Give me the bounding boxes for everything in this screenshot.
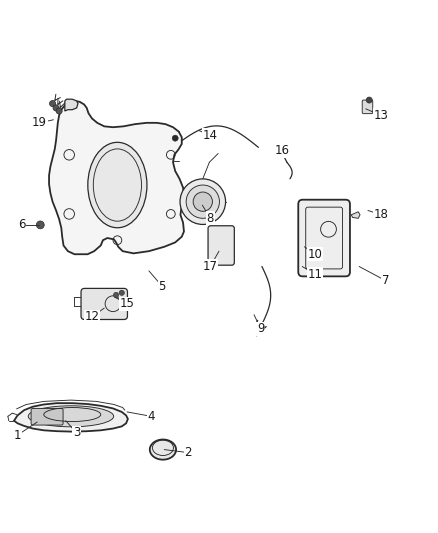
- Ellipse shape: [88, 142, 147, 228]
- Circle shape: [172, 135, 178, 141]
- Text: 4: 4: [147, 410, 155, 423]
- Polygon shape: [49, 101, 184, 254]
- Text: 13: 13: [374, 109, 389, 122]
- Circle shape: [119, 290, 124, 295]
- Text: 15: 15: [120, 297, 134, 310]
- FancyBboxPatch shape: [81, 288, 127, 319]
- FancyBboxPatch shape: [362, 100, 373, 114]
- Ellipse shape: [28, 406, 114, 427]
- Text: 9: 9: [257, 322, 265, 335]
- FancyBboxPatch shape: [298, 200, 350, 276]
- Text: 10: 10: [308, 248, 323, 261]
- Text: 7: 7: [381, 274, 389, 287]
- Text: 11: 11: [308, 268, 323, 281]
- Circle shape: [53, 105, 59, 111]
- Text: 2: 2: [184, 446, 192, 459]
- Circle shape: [366, 97, 372, 103]
- Circle shape: [193, 192, 212, 211]
- Polygon shape: [14, 403, 128, 432]
- Text: 6: 6: [18, 219, 26, 231]
- Circle shape: [113, 292, 119, 297]
- Circle shape: [180, 179, 226, 224]
- Text: 12: 12: [85, 310, 99, 324]
- Circle shape: [36, 221, 44, 229]
- Polygon shape: [65, 99, 78, 111]
- Circle shape: [186, 185, 219, 219]
- Polygon shape: [351, 212, 360, 219]
- Circle shape: [49, 101, 56, 107]
- Circle shape: [56, 108, 62, 114]
- Text: 1: 1: [14, 429, 21, 442]
- Text: 17: 17: [203, 260, 218, 273]
- Text: 18: 18: [374, 208, 389, 221]
- Polygon shape: [304, 253, 315, 261]
- Text: 5: 5: [159, 280, 166, 293]
- FancyBboxPatch shape: [31, 408, 63, 425]
- FancyBboxPatch shape: [208, 226, 234, 265]
- Text: 16: 16: [275, 144, 290, 157]
- Ellipse shape: [150, 440, 176, 459]
- Text: 19: 19: [32, 116, 47, 130]
- Text: 8: 8: [207, 212, 214, 225]
- Text: 3: 3: [73, 426, 80, 439]
- Text: 14: 14: [203, 128, 218, 142]
